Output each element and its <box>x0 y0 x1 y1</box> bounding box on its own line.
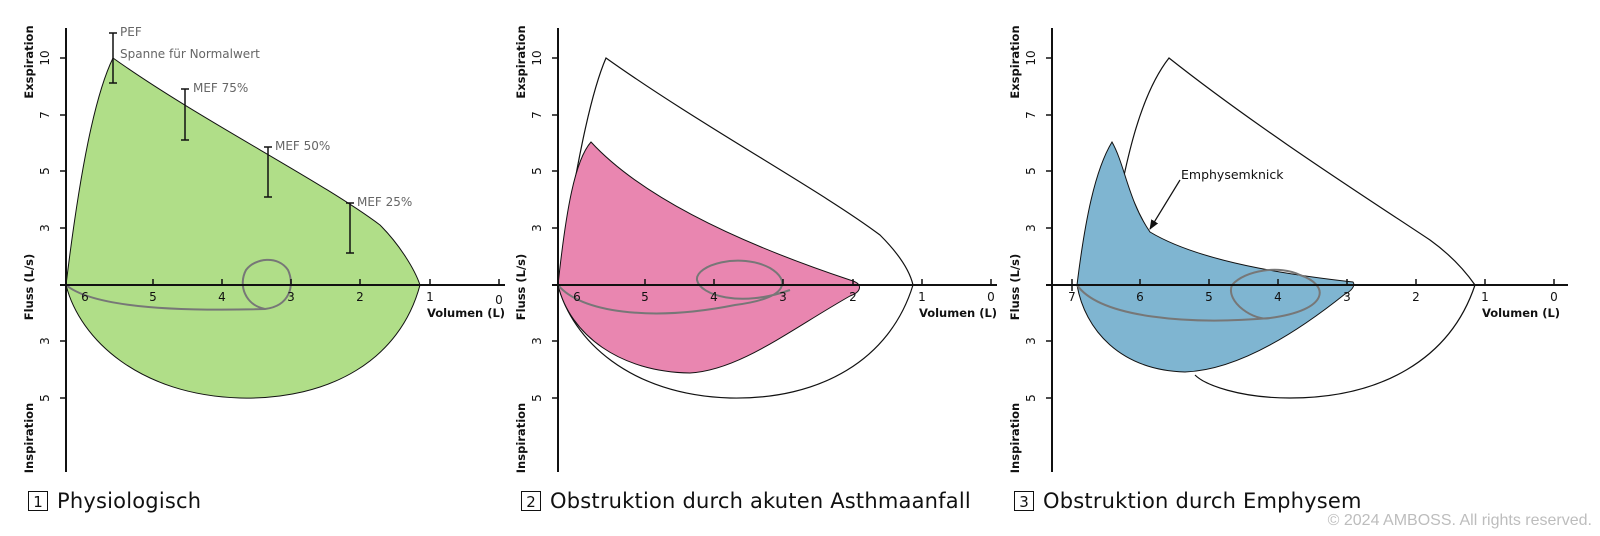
y-tick-label: 3 <box>1024 224 1038 232</box>
caption-panel-3: 3 Obstruktion durch Emphysem <box>1014 489 1362 513</box>
y-label-fluss: Fluss (L/s) <box>22 254 36 321</box>
x-tick-label: 0 <box>1550 290 1558 304</box>
y-label-exspiration: Exspiration <box>22 25 36 98</box>
y-tick-label: 7 <box>1024 111 1038 119</box>
caption-number: 2 <box>521 491 541 511</box>
y-tick-label: 3 <box>38 337 52 345</box>
x-tick-label: 2 <box>356 290 364 304</box>
y-tick-label: 5 <box>530 167 544 175</box>
y-tick-label: 5 <box>38 167 52 175</box>
normal-flow-volume-loop <box>65 57 421 399</box>
y-tick-label: 5 <box>38 394 52 402</box>
y-tick-label: 10 <box>38 50 52 65</box>
mef50-label: MEF 50% <box>275 139 330 153</box>
x-tick-label: 4 <box>1274 290 1282 304</box>
x-tick-label: 5 <box>1205 290 1213 304</box>
panel2-x-ticks <box>644 279 992 285</box>
y-label-fluss: Fluss (L/s) <box>514 254 528 321</box>
y-tick-label: 3 <box>1024 337 1038 345</box>
copyright-notice: © 2024 AMBOSS. All rights reserved. <box>1327 512 1592 529</box>
panel-emphysem: Emphysemknick 10 7 5 3 3 5 Exspiration F… <box>1008 25 1568 473</box>
y-tick-label: 5 <box>1024 394 1038 402</box>
caption-title: Obstruktion durch akuten Asthmaanfall <box>550 489 971 513</box>
x-tick-label: 3 <box>779 290 787 304</box>
caption-title: Obstruktion durch Emphysem <box>1043 489 1362 513</box>
caption-number: 1 <box>28 491 48 511</box>
emphysemknick-label: Emphysemknick <box>1181 167 1284 182</box>
x-tick-label: 3 <box>287 290 295 304</box>
normal-range-bars <box>109 32 354 254</box>
mef25-label: MEF 25% <box>357 195 412 209</box>
panel-physiologisch: PEF Spanne für Normalwert MEF 75% MEF 50… <box>22 25 505 473</box>
y-label-inspiration: Inspiration <box>22 403 36 473</box>
y-tick-label: 3 <box>530 224 544 232</box>
range-label: Spanne für Normalwert <box>120 47 260 61</box>
y-tick-label: 7 <box>530 111 544 119</box>
y-label-fluss: Fluss (L/s) <box>1008 254 1022 321</box>
panel2-y-ticks <box>552 57 558 399</box>
y-label-inspiration: Inspiration <box>1008 403 1022 473</box>
y-label-exspiration: Exspiration <box>1008 25 1022 98</box>
caption-title: Physiologisch <box>57 489 202 513</box>
panel-asthma: 10 7 5 3 3 5 Exspiration Fluss (L/s) Ins… <box>514 25 997 473</box>
y-tick-label: 5 <box>530 394 544 402</box>
x-tick-label: 2 <box>849 290 857 304</box>
panel1-x-ticks <box>152 279 500 285</box>
panel3-y-ticks <box>1046 57 1052 399</box>
x-axis-label: Volumen (L) <box>427 306 505 320</box>
x-tick-label: 1 <box>918 290 926 304</box>
y-tick-label: 5 <box>1024 167 1038 175</box>
x-axis-label: Volumen (L) <box>919 306 997 320</box>
x-tick-label: 6 <box>1136 290 1144 304</box>
tidal-breathing-loop <box>557 259 791 315</box>
y-tick-label: 10 <box>530 50 544 65</box>
x-tick-label: 5 <box>149 290 157 304</box>
y-label-exspiration: Exspiration <box>514 25 528 98</box>
y-tick-label: 3 <box>530 337 544 345</box>
y-label-inspiration: Inspiration <box>514 403 528 473</box>
y-tick-label: 3 <box>38 224 52 232</box>
y-tick-label: 10 <box>1024 50 1038 65</box>
y-tick-label: 7 <box>38 111 52 119</box>
x-tick-label: 7 <box>1068 290 1076 304</box>
panel3-x-ticks <box>1071 279 1555 291</box>
x-tick-label: 0 <box>495 293 503 307</box>
x-tick-label: 5 <box>641 290 649 304</box>
caption-panel-1: 1 Physiologisch <box>28 489 201 513</box>
x-tick-label: 6 <box>81 290 89 304</box>
emphysemknick-arrow <box>1149 179 1181 230</box>
panel1-y-ticks <box>60 57 66 399</box>
x-axis-label: Volumen (L) <box>1482 306 1560 320</box>
x-tick-label: 6 <box>573 290 581 304</box>
x-tick-label: 4 <box>218 290 226 304</box>
x-tick-label: 0 <box>987 290 995 304</box>
x-tick-label: 1 <box>426 290 434 304</box>
x-tick-label: 3 <box>1343 290 1351 304</box>
mef75-label: MEF 75% <box>193 81 248 95</box>
caption-panel-2: 2 Obstruktion durch akuten Asthmaanfall <box>521 489 971 513</box>
x-tick-label: 1 <box>1481 290 1489 304</box>
x-tick-label: 2 <box>1412 290 1420 304</box>
caption-number: 3 <box>1014 491 1034 511</box>
pef-label: PEF <box>120 25 142 39</box>
x-tick-label: 4 <box>710 290 718 304</box>
